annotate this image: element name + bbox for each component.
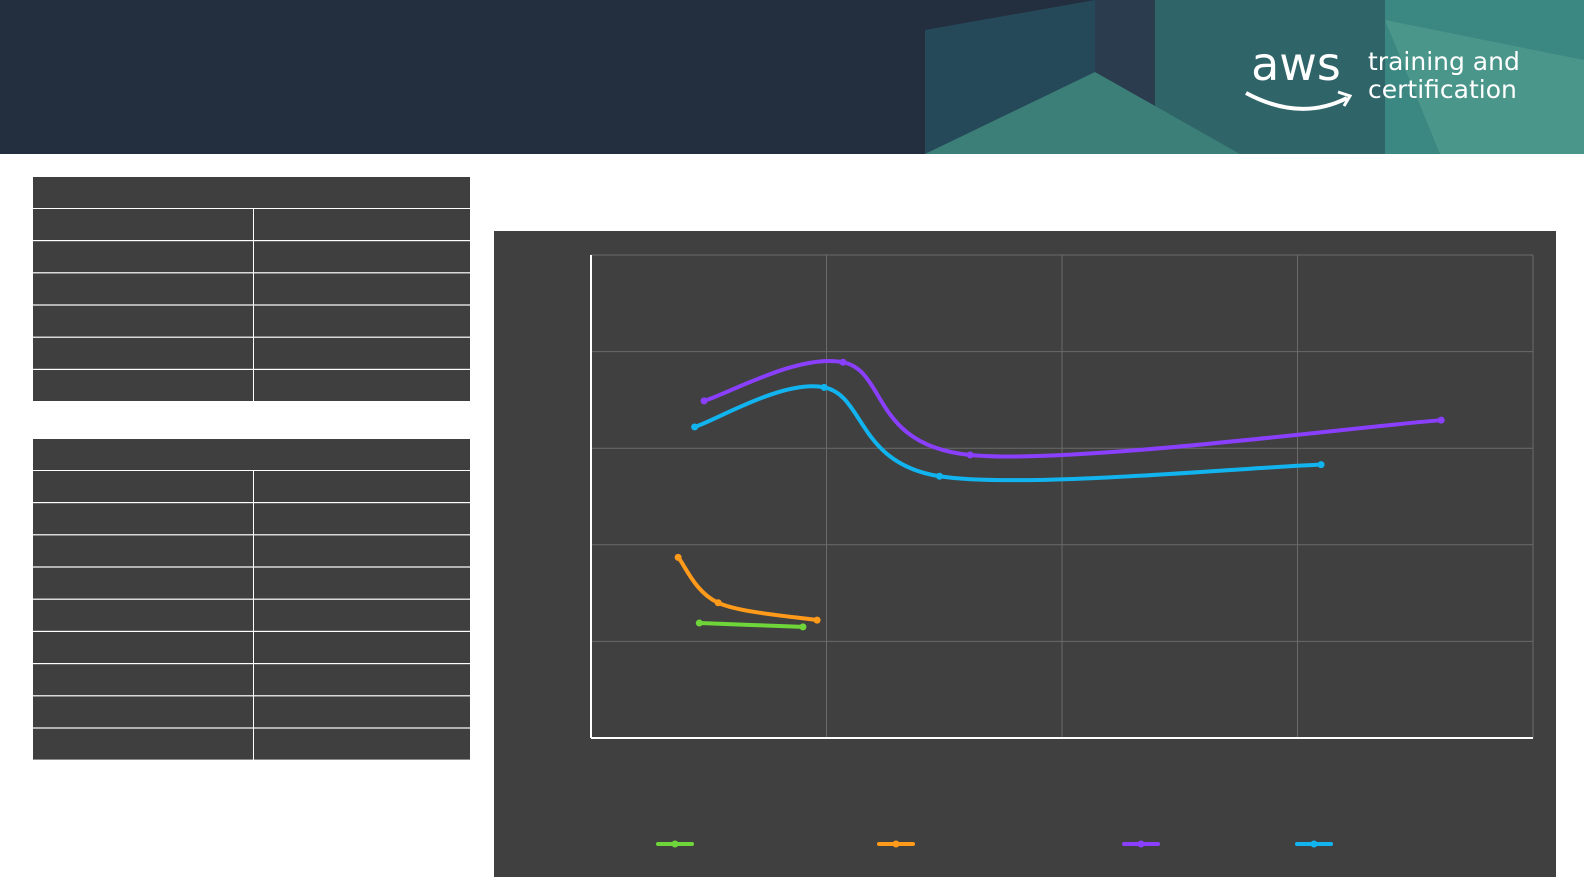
table-cell [33, 535, 253, 567]
table-cell [254, 273, 470, 305]
logo-text: training and [1368, 47, 1520, 76]
table-cell [254, 696, 470, 728]
series-line [697, 621, 805, 629]
table-cell [254, 632, 470, 663]
table-cell [33, 241, 253, 273]
table-cell [33, 503, 253, 535]
table-cell [254, 337, 470, 369]
tables [33, 177, 470, 760]
data-point [936, 472, 944, 480]
table-cell [33, 696, 253, 728]
table-cell [33, 567, 253, 599]
data-point [714, 599, 722, 607]
table-cell [254, 503, 470, 535]
data-point [1437, 416, 1445, 424]
table-cell [254, 728, 470, 760]
data-point [700, 397, 708, 405]
table-cell [33, 632, 253, 663]
table-cell [254, 664, 470, 696]
legend-swatch-dot [1310, 840, 1318, 848]
series-line [692, 384, 1324, 483]
legend-swatch-dot [671, 840, 679, 848]
legend-swatch-dot [892, 840, 900, 848]
data-point [674, 553, 682, 561]
table-cell [254, 567, 470, 599]
table-cell [254, 209, 470, 240]
logo-arrow [1337, 90, 1353, 107]
table-cell [254, 370, 470, 401]
data-point [1317, 461, 1325, 469]
table-cell [33, 471, 253, 502]
chart [590, 254, 1534, 848]
data-point [691, 423, 699, 431]
table-cell [254, 305, 470, 337]
series-line [702, 358, 1444, 459]
table-cell [33, 209, 253, 240]
banner-shapes [925, 0, 1584, 154]
logo-smile [1245, 91, 1348, 111]
data-point [813, 616, 821, 624]
legend-swatch-dot [1137, 840, 1145, 848]
table-cell [33, 728, 253, 760]
table-cell [254, 599, 470, 631]
table-cell [33, 599, 253, 631]
data-point [966, 451, 974, 459]
table-cell [33, 273, 253, 305]
table-cell [33, 305, 253, 337]
table-cell [33, 337, 253, 369]
logo-text: certification [1368, 75, 1517, 104]
table-cell [33, 370, 253, 401]
table-cell [33, 664, 253, 696]
table-header [33, 439, 470, 470]
table-cell [254, 471, 470, 502]
table-cell [254, 241, 470, 273]
data-point [820, 383, 828, 391]
logo-mark: aws [1251, 37, 1341, 91]
data-point [799, 623, 807, 631]
table-cell [254, 535, 470, 567]
data-point [839, 358, 847, 366]
data-point [695, 619, 703, 627]
chart-panel [494, 231, 1556, 877]
table-header [33, 177, 470, 208]
